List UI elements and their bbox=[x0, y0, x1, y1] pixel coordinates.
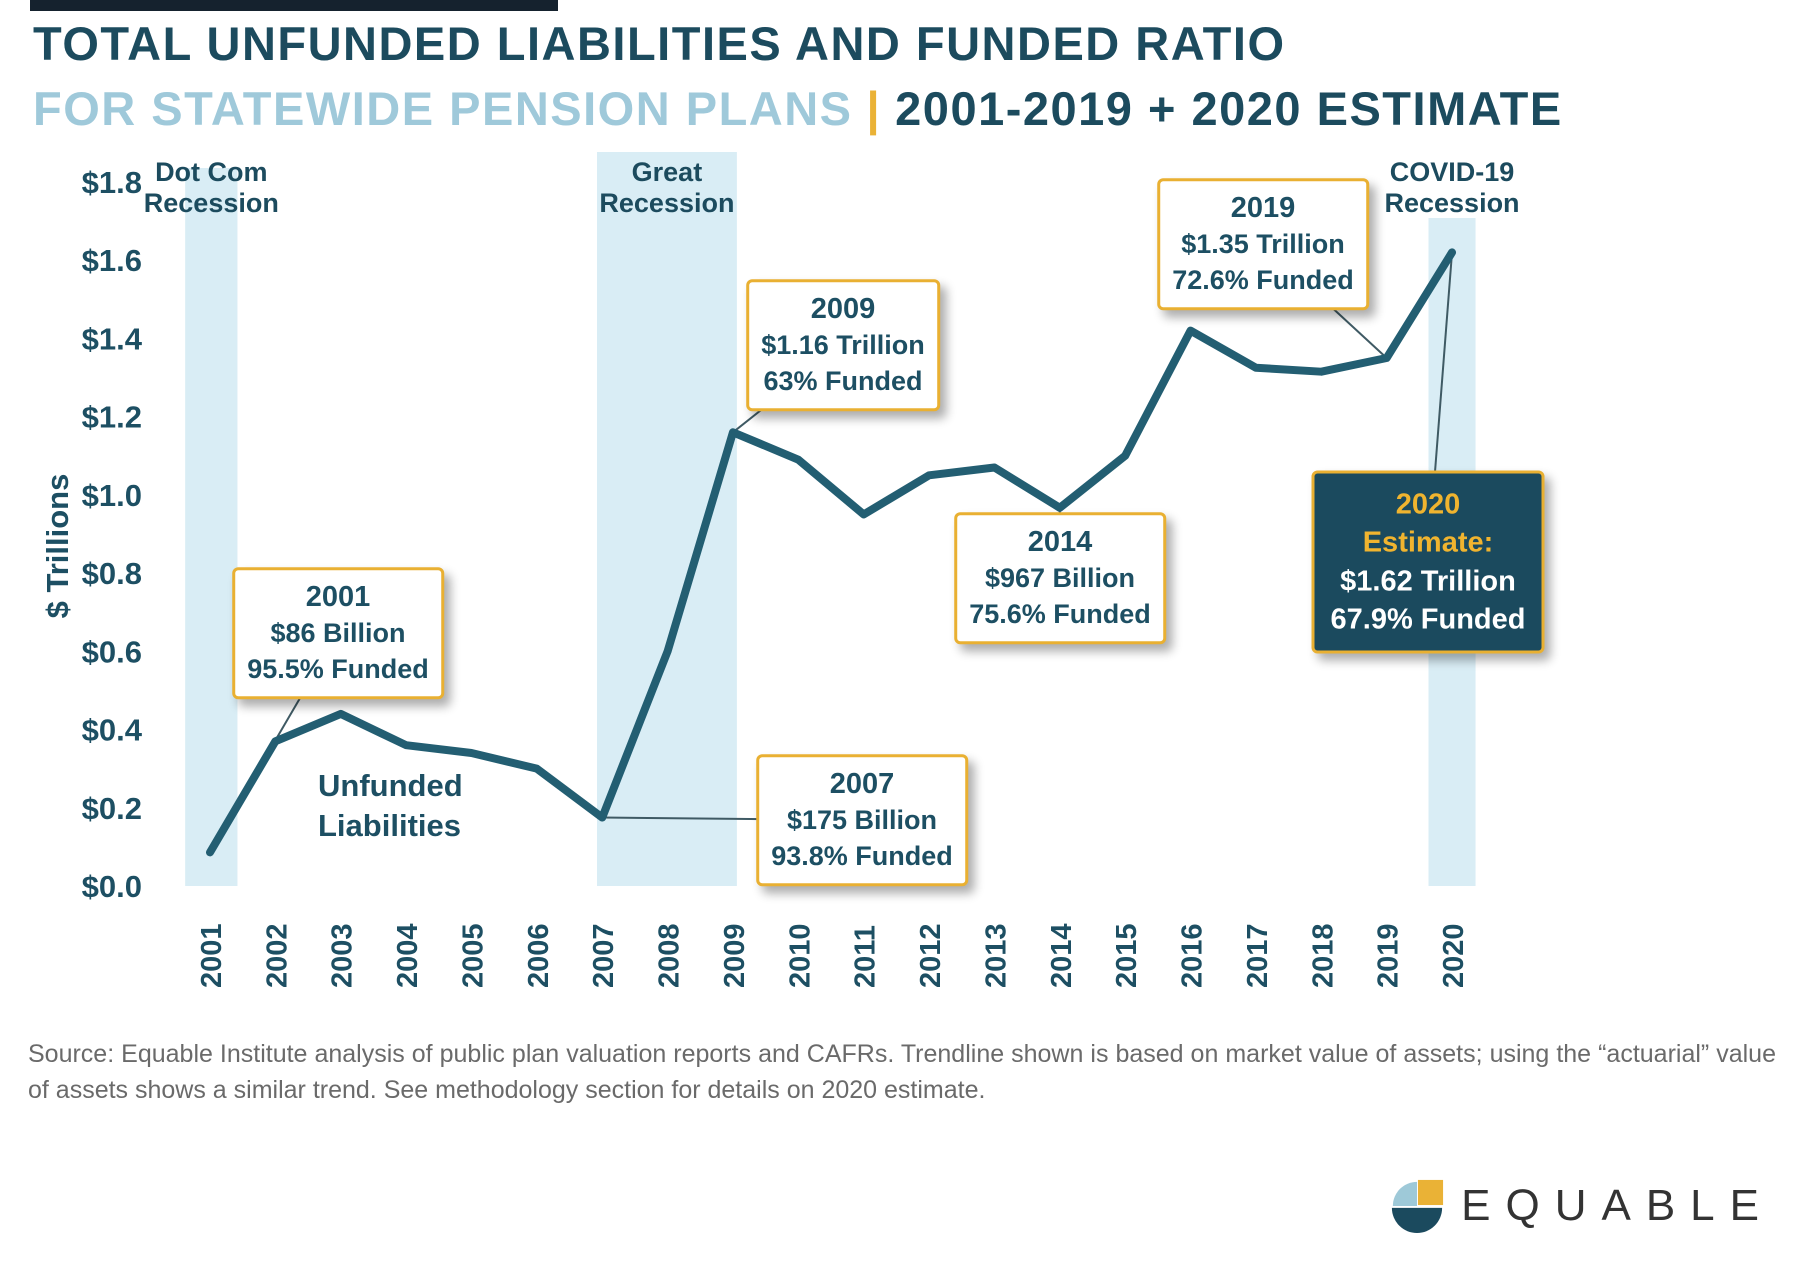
x-axis-tick-label: 2008 bbox=[654, 923, 686, 988]
data-callout-2019: 2019 $1.35 Trillion 72.6% Funded bbox=[1157, 178, 1369, 310]
x-axis-tick-label: 2001 bbox=[196, 923, 228, 988]
x-axis-tick-label: 2016 bbox=[1177, 923, 1209, 988]
callout-text-line: 2019 bbox=[1230, 192, 1296, 225]
data-callout-2001: 2001 $86 Billion 95.5% Funded bbox=[232, 567, 444, 699]
annotation-connector bbox=[602, 816, 767, 821]
data-callout-2014: 2014 $967 Billion 75.6% Funded bbox=[954, 512, 1166, 644]
y-axis-tick-label: $1.6 bbox=[82, 243, 142, 278]
recession-band-label: Recession bbox=[599, 188, 734, 218]
unfunded-liabilities-line bbox=[206, 248, 1457, 857]
y-axis-title: $ Trillions bbox=[40, 473, 75, 619]
recession-band-label: Recession bbox=[1384, 188, 1519, 218]
callout-text-line: $1.16 Trillion bbox=[761, 330, 925, 361]
equable-logo: EQUABLE bbox=[1389, 1178, 1774, 1234]
y-axis-tick-label: $1.4 bbox=[82, 321, 143, 356]
callout-text-line: $1.62 Trillion bbox=[1340, 565, 1516, 597]
callout-text-line: 75.6% Funded bbox=[969, 599, 1151, 630]
x-axis-tick-label: 2019 bbox=[1373, 923, 1405, 988]
x-axis-tick-label: 2014 bbox=[1046, 923, 1078, 988]
estimate-callout-2020: 2020 Estimate: $1.62 Trillion 67.9% Funded bbox=[1311, 470, 1545, 654]
callout-text-line: 67.9% Funded bbox=[1330, 603, 1526, 636]
data-callout-2007: 2007 $175 Billion 93.8% Funded bbox=[756, 754, 968, 886]
source-note: Source: Equable Institute analysis of pu… bbox=[28, 1040, 1776, 1104]
title-subtitle: FOR STATEWIDE PENSION PLANS bbox=[33, 82, 853, 135]
callout-text-line: 2014 bbox=[1027, 526, 1093, 559]
recession-band bbox=[185, 168, 238, 886]
recession-band-label: Dot Com bbox=[155, 157, 267, 187]
y-axis-tick-label: $1.0 bbox=[82, 478, 142, 513]
x-axis-tick-label: 2015 bbox=[1111, 923, 1143, 988]
recession-band-label: COVID-19 bbox=[1390, 157, 1515, 187]
callout-text-line: $175 Billion bbox=[786, 805, 938, 836]
x-axis-tick-label: 2012 bbox=[915, 923, 947, 988]
callout-text-line: 93.8% Funded bbox=[771, 841, 953, 872]
callout-text-line: 2001 bbox=[305, 581, 371, 614]
callout-text-line: 2020 bbox=[1395, 488, 1461, 521]
y-axis-tick-label: $0.8 bbox=[82, 556, 142, 591]
title-daterange: 2001-2019 + 2020 ESTIMATE bbox=[895, 82, 1563, 135]
callout-text-line: 72.6% Funded bbox=[1172, 265, 1354, 296]
equable-logo-icon bbox=[1392, 1179, 1444, 1234]
callout-text-line: 63% Funded bbox=[763, 366, 923, 397]
y-axis-tick-label: $1.8 bbox=[82, 165, 142, 200]
x-axis-tick-label: 2010 bbox=[784, 923, 816, 988]
x-axis-tick-label: 2005 bbox=[457, 923, 489, 988]
annotation-connector bbox=[1433, 252, 1454, 477]
x-axis-tick-label: 2002 bbox=[261, 923, 293, 988]
y-axis-tick-label: $0.4 bbox=[82, 713, 143, 748]
y-axis-tick-label: $0.6 bbox=[82, 634, 142, 669]
y-axis-tick-label: $0.0 bbox=[82, 869, 142, 904]
data-callout-2009: 2009 $1.16 Trillion 63% Funded bbox=[746, 279, 940, 411]
callout-text-line: 2009 bbox=[810, 293, 876, 326]
series-label-unfunded-liabilities: Unfunded Liabilities bbox=[318, 768, 463, 844]
page-title: TOTAL UNFUNDED LIABILITIES AND FUNDED RA… bbox=[33, 16, 1563, 136]
title-line-2: FOR STATEWIDE PENSION PLANS | 2001-2019 + … bbox=[33, 81, 1563, 136]
callout-text-line: $1.35 Trillion bbox=[1181, 229, 1345, 260]
x-axis-tick-label: 2011 bbox=[850, 925, 882, 988]
x-axis-tick-label: 2020 bbox=[1438, 923, 1470, 988]
equable-logo-text: EQUABLE bbox=[1461, 1181, 1774, 1230]
top-accent-bar bbox=[30, 0, 558, 11]
x-axis-tick-label: 2007 bbox=[588, 923, 620, 988]
callout-text-line: $86 Billion bbox=[270, 618, 406, 649]
x-axis-tick-label: 2017 bbox=[1242, 923, 1274, 988]
callout-text-line: $967 Billion bbox=[984, 563, 1136, 594]
x-axis-tick-label: 2004 bbox=[392, 923, 424, 988]
x-axis-tick-label: 2003 bbox=[327, 923, 359, 988]
recession-band-label: Recession bbox=[144, 188, 279, 218]
title-line-1: TOTAL UNFUNDED LIABILITIES AND FUNDED RA… bbox=[33, 17, 1286, 70]
y-axis-tick-label: $0.2 bbox=[82, 791, 142, 826]
x-axis-tick-label: 2013 bbox=[980, 923, 1012, 988]
callout-text-line: 2007 bbox=[829, 768, 895, 801]
callout-text-line: 95.5% Funded bbox=[247, 654, 429, 685]
x-axis-tick-label: 2018 bbox=[1307, 923, 1339, 988]
callout-text-line: Estimate: bbox=[1362, 526, 1494, 559]
x-axis-tick-label: 2006 bbox=[523, 923, 555, 988]
y-axis-tick-label: $1.2 bbox=[82, 400, 142, 435]
recession-band-label: Great bbox=[632, 157, 703, 187]
x-axis-tick-label: 2009 bbox=[719, 923, 751, 988]
title-divider: | bbox=[866, 82, 882, 135]
